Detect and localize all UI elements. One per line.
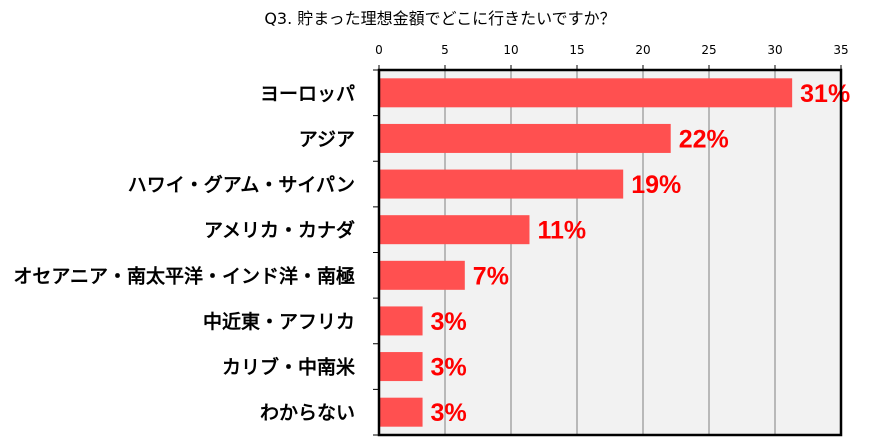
data-label: 3%	[431, 354, 467, 382]
bar	[379, 215, 530, 245]
bar	[379, 352, 423, 382]
data-label: 3%	[431, 308, 467, 336]
data-label: 31%	[800, 80, 850, 108]
data-label: 3%	[431, 399, 467, 427]
x-tick-label: 20	[635, 43, 650, 57]
bar	[379, 123, 671, 153]
x-tick-label: 10	[503, 43, 518, 57]
category-label: アジア	[299, 128, 355, 150]
bar	[379, 260, 465, 290]
category-label: わからない	[260, 402, 355, 424]
chart-title: Q3. 貯まった理想金額でどこに行きたいですか？	[264, 9, 615, 28]
category-label: オセアニア・南太平洋・インド洋・南極	[13, 264, 355, 287]
bar	[379, 169, 624, 199]
category-label: 中近東・アフリカ	[203, 310, 355, 333]
category-label: アメリカ・カナダ	[204, 219, 355, 242]
data-label: 22%	[679, 125, 729, 153]
x-tick-label: 30	[767, 43, 782, 57]
category-label: カリブ・中南米	[222, 356, 356, 379]
x-tick-label: 5	[441, 43, 449, 57]
x-tick-label: 0	[375, 43, 383, 57]
bar	[379, 306, 423, 336]
category-label: ハワイ・グアム・サイパン	[128, 173, 355, 196]
data-label: 7%	[473, 262, 509, 290]
data-label: 19%	[631, 171, 681, 199]
category-label: ヨーロッパ	[260, 83, 355, 105]
bar	[379, 397, 423, 427]
bar	[379, 78, 793, 108]
x-tick-label: 25	[701, 43, 716, 57]
x-tick-label: 15	[569, 43, 584, 57]
data-label: 11%	[537, 217, 586, 245]
plot-border	[377, 68, 843, 437]
x-tick-label: 35	[833, 43, 848, 57]
